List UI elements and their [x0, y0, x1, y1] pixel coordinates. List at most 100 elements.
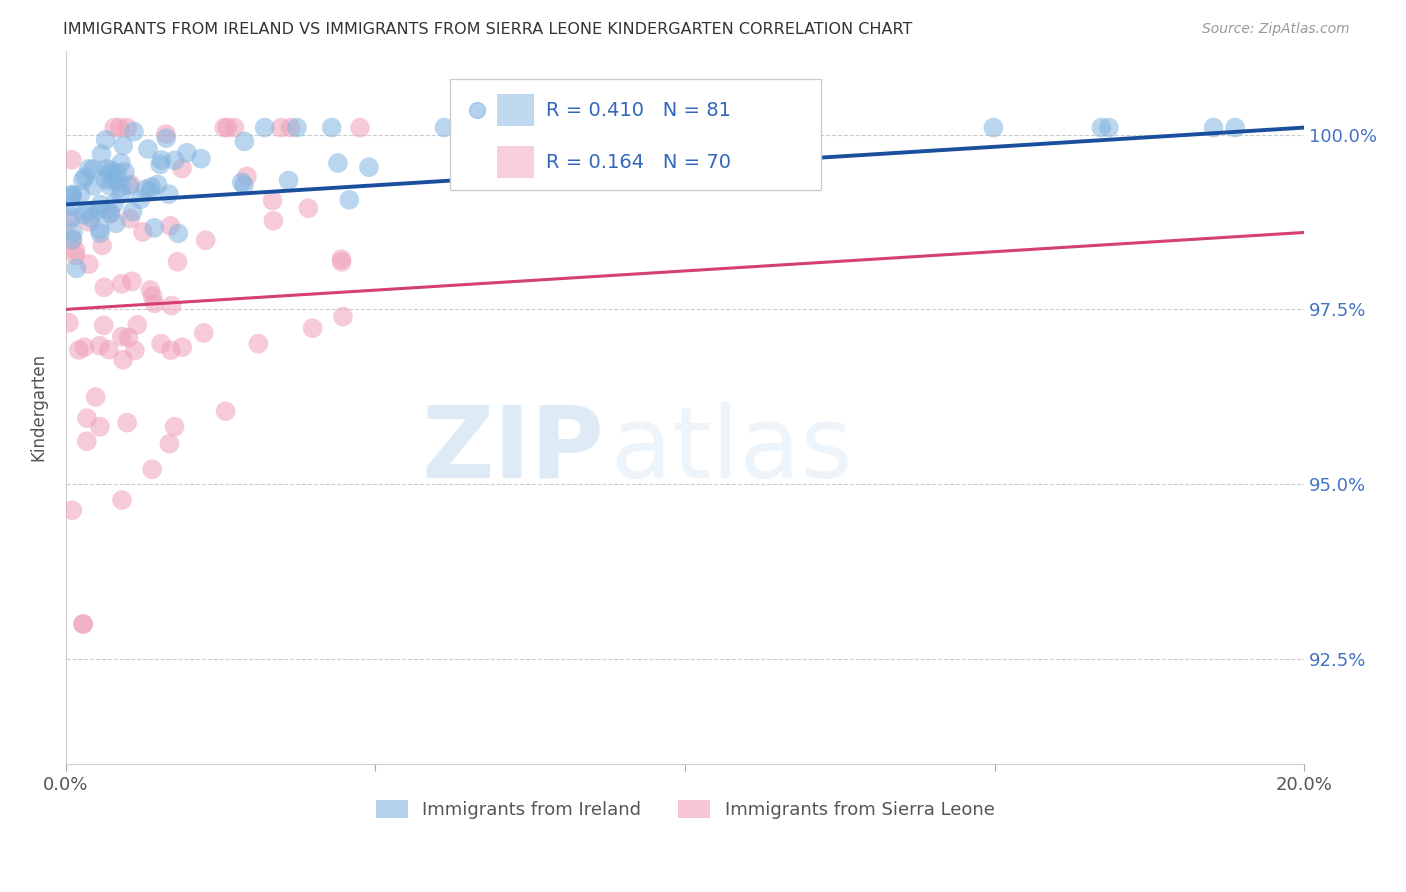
Point — [143, 220, 166, 235]
Point — [89, 226, 111, 240]
Point — [146, 178, 169, 192]
Point — [159, 436, 181, 450]
Point — [321, 120, 343, 135]
Point — [681, 120, 703, 135]
Point — [96, 161, 118, 176]
Point — [110, 180, 132, 194]
Point — [100, 179, 122, 194]
Point — [83, 178, 105, 193]
Point — [983, 120, 1005, 135]
Point — [103, 120, 125, 135]
Point — [60, 187, 83, 202]
Point — [87, 203, 110, 218]
Point — [111, 329, 134, 343]
Point — [253, 120, 276, 135]
Y-axis label: Kindergarten: Kindergarten — [30, 353, 46, 461]
Point — [77, 215, 100, 229]
Point — [60, 188, 83, 202]
Point — [120, 178, 142, 192]
Point — [337, 193, 360, 207]
Point — [163, 419, 186, 434]
Point — [93, 280, 115, 294]
Point — [65, 261, 87, 276]
Point — [139, 184, 162, 198]
Point — [89, 197, 111, 211]
Point — [326, 156, 349, 170]
Point — [231, 175, 253, 189]
Point — [143, 296, 166, 310]
Point — [212, 120, 235, 135]
Point — [96, 202, 118, 217]
Point — [100, 163, 122, 178]
Point — [163, 153, 186, 168]
Point — [129, 192, 152, 206]
Point — [301, 321, 323, 335]
Point — [75, 169, 97, 184]
Point — [551, 120, 574, 135]
Point — [89, 419, 111, 434]
Text: atlas: atlas — [610, 401, 852, 499]
Point — [1223, 120, 1246, 135]
Point — [121, 204, 143, 219]
Point — [103, 197, 125, 211]
Point — [89, 339, 111, 353]
Point — [166, 254, 188, 268]
FancyBboxPatch shape — [450, 79, 821, 190]
Point — [77, 257, 100, 271]
Point — [170, 161, 193, 176]
Point — [112, 352, 135, 367]
Point — [121, 274, 143, 288]
Point — [72, 173, 94, 187]
Point — [270, 120, 292, 135]
Point — [122, 125, 145, 139]
Point — [108, 120, 131, 135]
Point — [82, 161, 104, 176]
Point — [114, 165, 136, 179]
Point — [77, 161, 100, 176]
Point — [136, 142, 159, 156]
Point — [357, 160, 380, 174]
Point — [112, 138, 135, 153]
Point — [76, 434, 98, 449]
Point — [65, 244, 87, 258]
Point — [110, 156, 132, 170]
Point — [155, 127, 177, 141]
Point — [58, 316, 80, 330]
Point — [94, 172, 117, 186]
Point — [139, 283, 162, 297]
Point — [100, 206, 122, 220]
Point — [62, 225, 84, 239]
Point — [127, 318, 149, 332]
Point — [280, 120, 302, 135]
Point — [105, 166, 128, 180]
Point — [60, 210, 83, 224]
Point — [84, 390, 107, 404]
Point — [157, 187, 180, 202]
Point — [79, 205, 101, 219]
Point — [233, 178, 256, 193]
Point — [60, 503, 83, 517]
Bar — [496, 95, 534, 126]
Point — [97, 166, 120, 180]
Point — [172, 340, 194, 354]
Point — [149, 157, 172, 171]
Point — [124, 343, 146, 358]
Point — [104, 216, 127, 230]
Point — [217, 120, 239, 135]
Point — [190, 152, 212, 166]
Text: Source: ZipAtlas.com: Source: ZipAtlas.com — [1202, 22, 1350, 37]
Point — [94, 133, 117, 147]
Point — [690, 120, 713, 135]
Point — [513, 120, 536, 135]
Point — [277, 173, 299, 187]
Point — [101, 174, 124, 188]
Point — [67, 343, 90, 357]
Point — [132, 225, 155, 239]
Point — [150, 336, 173, 351]
Point — [80, 211, 103, 225]
Point — [224, 120, 246, 135]
Point — [1090, 120, 1112, 135]
Point — [1202, 120, 1225, 135]
Point — [90, 147, 112, 161]
Point — [297, 201, 319, 215]
